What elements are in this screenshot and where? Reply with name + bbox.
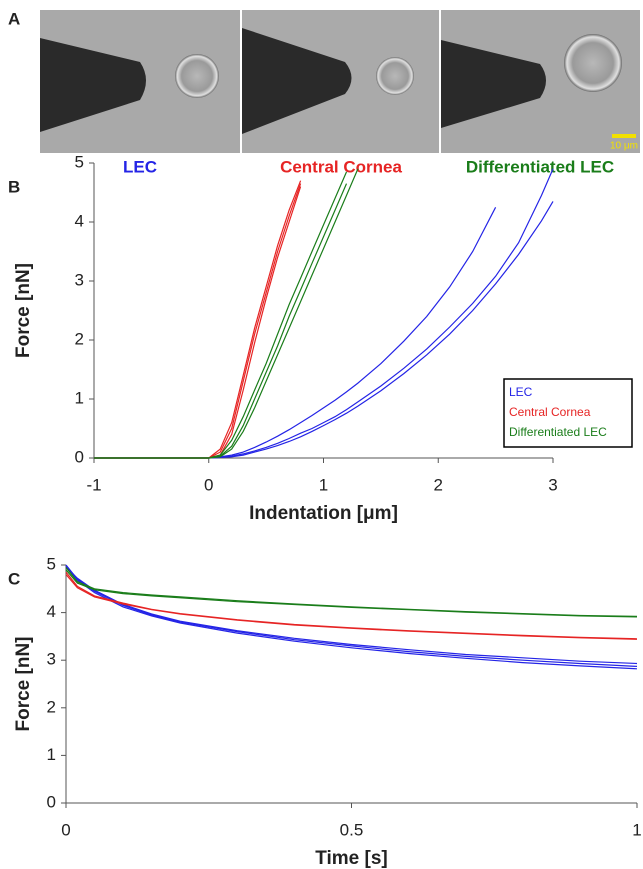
x-tick-label: -1 <box>86 475 101 494</box>
y-tick-label: 4 <box>75 211 84 230</box>
image-caption: Central Cornea <box>280 157 402 176</box>
y-axis-title: Force [nN] <box>13 637 34 732</box>
data-line <box>94 168 359 459</box>
panel-label: A <box>8 9 20 28</box>
image-caption: LEC <box>123 157 157 176</box>
x-axis-title: Indentation [μm] <box>249 503 398 524</box>
x-tick-label: 0 <box>61 820 70 839</box>
data-line <box>65 569 638 618</box>
data-line <box>94 207 497 459</box>
x-tick-label: 3 <box>548 475 557 494</box>
chart: C 0 1 2 3 4 5 0 0.5 1 Time [s] Force [nN] <box>8 554 642 869</box>
y-tick-label: 0 <box>47 792 56 811</box>
y-tick-label: 1 <box>47 745 56 764</box>
y-tick-label: 5 <box>47 554 56 573</box>
y-axis-title: Force [nN] <box>13 263 34 358</box>
data-line <box>65 564 638 667</box>
x-tick-label: 0 <box>204 475 213 494</box>
legend-label: LEC <box>509 385 533 399</box>
x-tick-label: 1 <box>319 475 328 494</box>
y-tick-label: 3 <box>47 650 56 669</box>
x-tick-label: 1 <box>632 820 641 839</box>
y-tick-label: 2 <box>75 329 84 348</box>
y-tick-label: 5 <box>75 152 84 171</box>
data-line <box>65 574 638 640</box>
legend-box <box>503 378 633 448</box>
x-tick-label: 2 <box>434 475 443 494</box>
data-line <box>94 183 348 459</box>
legend-label: Differentiated LEC <box>509 425 607 439</box>
data-line <box>94 168 554 459</box>
y-tick-label: 3 <box>75 270 84 289</box>
data-line <box>94 180 302 459</box>
data-line <box>94 171 348 459</box>
legend: LEC Central Cornea Differentiated LEC <box>503 378 633 448</box>
x-tick-label: 0.5 <box>340 820 364 839</box>
data-line <box>94 186 302 459</box>
data-line <box>94 201 554 459</box>
y-tick-label: 4 <box>47 602 56 621</box>
legend-label: Central Cornea <box>509 405 591 419</box>
y-tick-label: 2 <box>47 697 56 716</box>
panel-label: C <box>8 569 20 588</box>
micrograph <box>242 10 439 153</box>
data-line <box>65 566 638 665</box>
x-axis-title: Time [s] <box>315 848 388 869</box>
scale-bar-label: 10 μm <box>610 141 638 152</box>
data-line <box>94 183 302 459</box>
panel-a: A 10 μm LEC Central Cornea Differentiate… <box>8 9 640 176</box>
micrograph <box>441 10 640 153</box>
y-tick-label: 0 <box>75 447 84 466</box>
micrograph <box>40 10 240 153</box>
data-line <box>65 565 638 670</box>
image-caption: Differentiated LEC <box>466 157 614 176</box>
panel-label: B <box>8 177 20 196</box>
y-tick-label: 1 <box>75 388 84 407</box>
